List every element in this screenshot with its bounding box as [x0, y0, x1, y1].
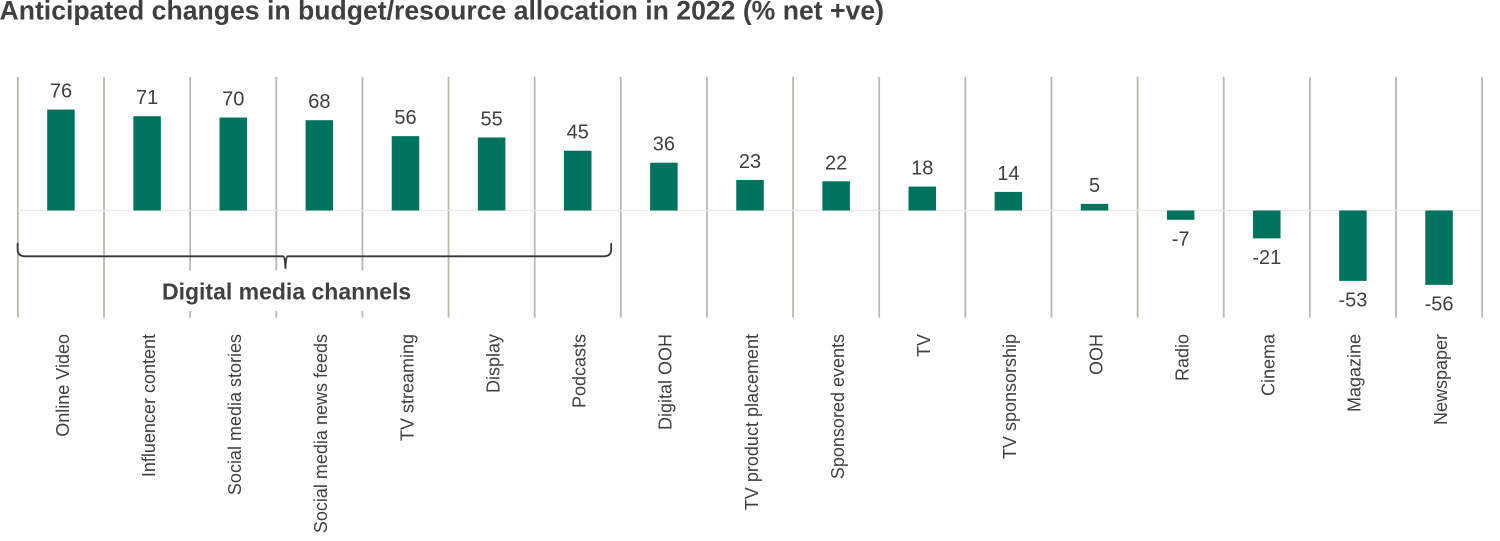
svg-text:Podcasts: Podcasts — [570, 334, 590, 408]
svg-text:Radio: Radio — [1172, 334, 1192, 381]
svg-text:TV: TV — [914, 334, 934, 357]
svg-text:OOH: OOH — [1086, 334, 1106, 375]
svg-text:45: 45 — [567, 122, 589, 144]
svg-text:-7: -7 — [1172, 229, 1190, 251]
svg-text:56: 56 — [394, 107, 416, 129]
svg-text:TV streaming: TV streaming — [397, 334, 417, 441]
svg-text:Social media news feeds: Social media news feeds — [311, 334, 331, 533]
svg-text:Digital media channels: Digital media channels — [162, 278, 411, 304]
svg-text:Online Video: Online Video — [53, 334, 73, 437]
svg-text:14: 14 — [997, 163, 1019, 185]
svg-text:Display: Display — [483, 334, 503, 393]
svg-text:68: 68 — [308, 91, 330, 113]
svg-text:22: 22 — [825, 152, 847, 174]
svg-text:55: 55 — [480, 108, 502, 130]
svg-text:36: 36 — [653, 134, 675, 156]
svg-text:23: 23 — [739, 151, 761, 173]
svg-text:70: 70 — [222, 89, 244, 111]
svg-text:Influencer content: Influencer content — [139, 334, 159, 477]
svg-text:Sponsored events: Sponsored events — [828, 334, 848, 479]
svg-text:Magazine: Magazine — [1345, 334, 1365, 412]
svg-text:18: 18 — [911, 158, 933, 180]
svg-text:Anticipated changes in budget/: Anticipated changes in budget/resource a… — [0, 0, 884, 26]
svg-text:Social media stories: Social media stories — [225, 334, 245, 495]
svg-text:71: 71 — [136, 87, 158, 109]
svg-text:-56: -56 — [1425, 294, 1454, 316]
svg-text:Newspaper: Newspaper — [1431, 334, 1451, 425]
svg-text:TV sponsorship: TV sponsorship — [1000, 334, 1020, 459]
svg-text:Cinema: Cinema — [1259, 333, 1279, 396]
svg-text:-21: -21 — [1252, 247, 1281, 269]
svg-text:TV product placement: TV product placement — [742, 334, 762, 510]
svg-text:76: 76 — [50, 81, 72, 103]
svg-text:5: 5 — [1089, 175, 1100, 197]
svg-text:Digital OOH: Digital OOH — [656, 334, 676, 430]
svg-text:-53: -53 — [1338, 290, 1367, 312]
